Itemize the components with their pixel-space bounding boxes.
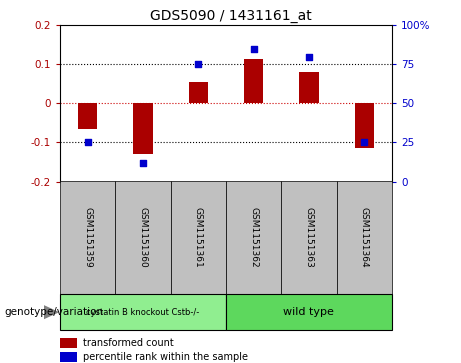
FancyBboxPatch shape <box>60 294 226 330</box>
FancyBboxPatch shape <box>337 182 392 294</box>
Bar <box>355 103 374 148</box>
Text: wild type: wild type <box>284 307 334 317</box>
Point <box>250 46 257 52</box>
FancyBboxPatch shape <box>226 294 392 330</box>
Text: GSM1151364: GSM1151364 <box>360 207 369 268</box>
Text: transformed count: transformed count <box>83 338 174 348</box>
Text: GSM1151361: GSM1151361 <box>194 207 203 268</box>
Bar <box>60 352 77 362</box>
Text: GDS5090 / 1431161_at: GDS5090 / 1431161_at <box>150 9 311 23</box>
Point <box>84 139 91 145</box>
FancyBboxPatch shape <box>115 182 171 294</box>
Bar <box>244 58 263 103</box>
FancyBboxPatch shape <box>281 182 337 294</box>
Bar <box>189 82 208 103</box>
Bar <box>78 103 97 129</box>
Point <box>361 139 368 145</box>
Point <box>195 61 202 68</box>
Text: percentile rank within the sample: percentile rank within the sample <box>83 352 248 362</box>
FancyBboxPatch shape <box>226 182 281 294</box>
Bar <box>60 338 77 348</box>
FancyBboxPatch shape <box>60 182 115 294</box>
Polygon shape <box>44 306 58 319</box>
Point <box>139 160 147 166</box>
Text: GSM1151363: GSM1151363 <box>304 207 313 268</box>
Bar <box>299 72 319 103</box>
Text: GSM1151360: GSM1151360 <box>138 207 148 268</box>
Text: cystatin B knockout Cstb-/-: cystatin B knockout Cstb-/- <box>86 308 200 317</box>
Text: genotype/variation: genotype/variation <box>5 307 104 317</box>
FancyBboxPatch shape <box>171 182 226 294</box>
Point <box>305 54 313 60</box>
Bar <box>133 103 153 154</box>
Text: GSM1151362: GSM1151362 <box>249 207 258 268</box>
Text: GSM1151359: GSM1151359 <box>83 207 92 268</box>
